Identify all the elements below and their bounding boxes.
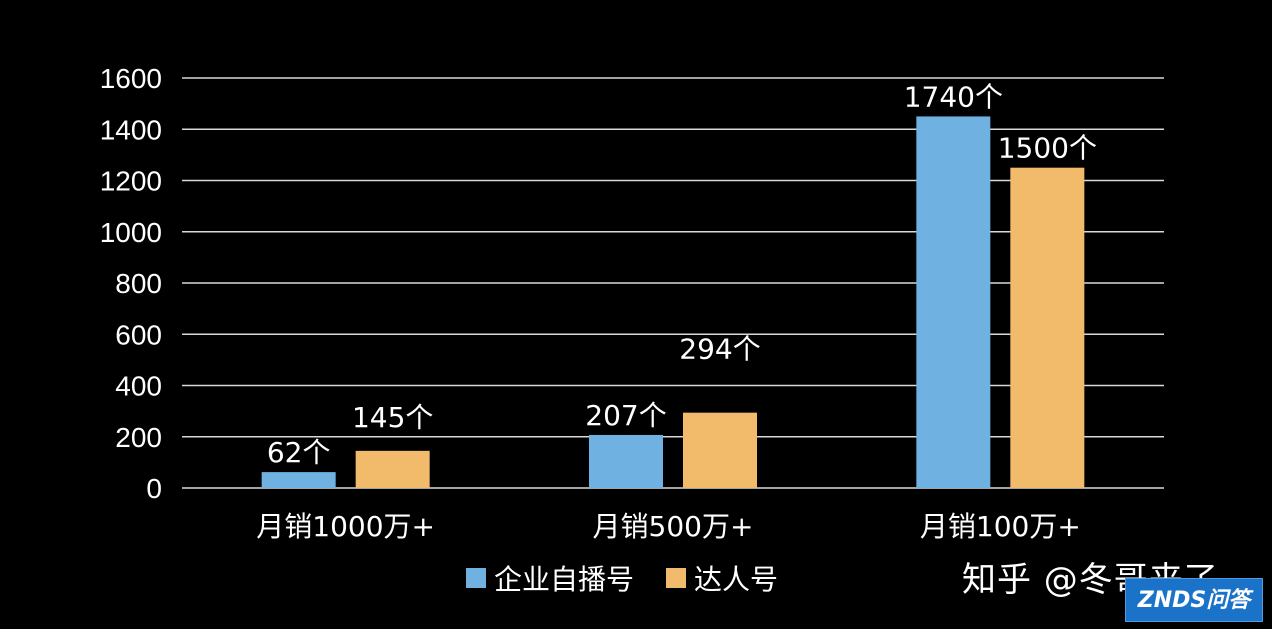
y-tick-label: 1600 xyxy=(100,63,162,94)
y-axis-ticks: 0 200 400 600 800 1000 1200 1400 1600 xyxy=(100,63,162,504)
x-category-label: 月销1000万+ xyxy=(256,510,435,543)
bar-influencer xyxy=(1010,167,1085,488)
data-label: 62个 xyxy=(267,436,331,469)
x-category-label: 月销500万+ xyxy=(593,510,754,543)
legend: 企业自播号 达人号 xyxy=(466,563,778,596)
y-tick-label: 200 xyxy=(115,422,162,453)
data-label: 1500个 xyxy=(998,132,1097,165)
y-tick-label: 800 xyxy=(115,268,162,299)
y-tick-label: 1400 xyxy=(100,114,162,145)
legend-swatch xyxy=(666,568,686,588)
y-tick-label: 600 xyxy=(115,319,162,350)
bar-enterprise xyxy=(916,116,991,488)
y-tick-label: 1200 xyxy=(100,166,162,197)
data-label: 294个 xyxy=(679,333,760,366)
x-axis-categories: 月销1000万+ 月销500万+ 月销100万+ xyxy=(256,510,1080,543)
legend-label: 达人号 xyxy=(694,563,778,596)
data-label: 1740个 xyxy=(904,80,1003,113)
y-tick-label: 1000 xyxy=(100,217,162,248)
legend-swatch xyxy=(466,568,486,588)
bar-influencer xyxy=(683,412,757,488)
data-label: 207个 xyxy=(585,399,666,432)
znds-logo: ZNDS问答 xyxy=(1125,578,1263,622)
data-label: 145个 xyxy=(352,401,433,434)
bar-influencer xyxy=(355,450,430,488)
y-tick-label: 0 xyxy=(146,473,162,504)
gridlines xyxy=(182,77,1164,489)
bar-enterprise xyxy=(589,434,663,488)
bars xyxy=(261,116,1085,488)
y-tick-label: 400 xyxy=(115,371,162,402)
bar-enterprise xyxy=(261,472,336,488)
x-category-label: 月销100万+ xyxy=(920,510,1081,543)
legend-label: 企业自播号 xyxy=(494,563,634,596)
data-labels: 62个 145个 207个 294个 1740个 1500个 xyxy=(267,80,1097,469)
